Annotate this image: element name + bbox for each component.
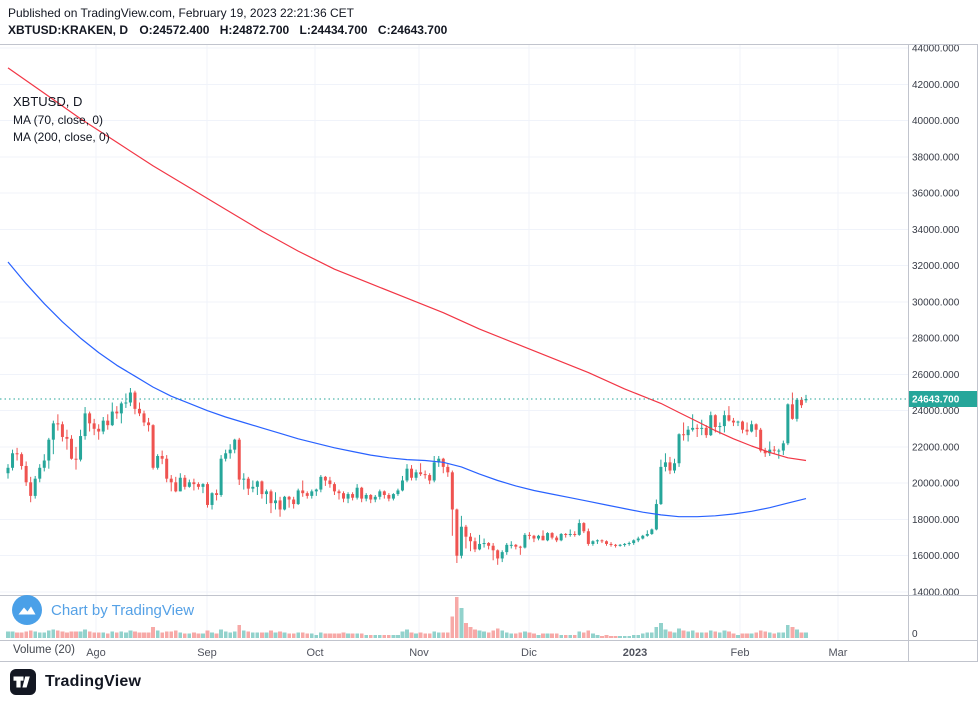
svg-text:40000.000: 40000.000: [912, 116, 960, 127]
svg-text:Oct: Oct: [306, 647, 323, 659]
svg-text:36000.000: 36000.000: [912, 189, 960, 200]
svg-text:Dic: Dic: [521, 647, 537, 659]
ohlc-high: H:24872.700: [219, 23, 290, 37]
brand-name[interactable]: TradingView: [45, 673, 142, 690]
svg-text:0: 0: [912, 629, 918, 640]
pane-borders: [0, 44, 978, 662]
time-axis[interactable]: Ago Sep Oct Nov Dic 2023 Feb Mar: [86, 647, 848, 659]
svg-text:32000.000: 32000.000: [912, 261, 960, 272]
svg-text:20000.000: 20000.000: [912, 479, 960, 490]
chart-area: 24643.700 44000.000 42000.000 40000.000 380…: [0, 44, 978, 662]
publish-timestamp: Published on TradingView.com, February 1…: [8, 6, 354, 20]
moving-average-lines: [7, 67, 807, 518]
legend-symbol-title[interactable]: XBTUSD, D: [13, 94, 83, 109]
svg-text:18000.000: 18000.000: [912, 515, 960, 526]
svg-text:38000.000: 38000.000: [912, 152, 960, 163]
last-price-line: 24643.700: [0, 391, 978, 407]
svg-text:26000.000: 26000.000: [912, 370, 960, 381]
svg-text:24643.700: 24643.700: [912, 395, 960, 406]
svg-text:Nov: Nov: [409, 647, 429, 659]
svg-text:Sep: Sep: [197, 647, 217, 659]
svg-text:2023: 2023: [623, 647, 647, 659]
svg-text:44000.000: 44000.000: [912, 44, 960, 55]
chart-canvas[interactable]: 24643.700 44000.000 42000.000 40000.000 380…: [0, 44, 978, 662]
legend-ma-200[interactable]: MA (200, close, 0): [13, 130, 110, 144]
tradingview-watermark[interactable]: Chart by TradingView: [12, 595, 194, 625]
svg-text:Feb: Feb: [731, 647, 750, 659]
svg-text:16000.000: 16000.000: [912, 551, 960, 562]
vertical-gridlines: [95, 44, 839, 641]
svg-text:Ago: Ago: [86, 647, 106, 659]
volume-study-label[interactable]: Volume (20): [13, 644, 76, 656]
symbol-ohlc-line: XBTUSD:KRAKEN, D O:24572.400 H:24872.700…: [8, 23, 454, 37]
volume-bars: [6, 597, 808, 638]
svg-text:28000.000: 28000.000: [912, 334, 960, 345]
symbol-name: XBTUSD:KRAKEN, D: [8, 23, 128, 37]
tradingview-watermark-icon: [12, 595, 42, 625]
price-axis[interactable]: 44000.000 42000.000 40000.000 38000.000 3600…: [912, 44, 960, 641]
chart-legend: XBTUSD, D MA (70, close, 0) MA (200, clo…: [13, 94, 110, 146]
svg-text:22000.000: 22000.000: [912, 442, 960, 453]
horizontal-gridlines: [0, 47, 908, 593]
svg-text:30000.000: 30000.000: [912, 297, 960, 308]
svg-text:14000.000: 14000.000: [912, 588, 960, 599]
svg-text:Mar: Mar: [829, 647, 848, 659]
footer-bar: TradingView: [0, 662, 978, 702]
svg-text:34000.000: 34000.000: [912, 225, 960, 236]
svg-text:24000.000: 24000.000: [912, 406, 960, 417]
tradingview-logo-icon[interactable]: [10, 669, 36, 695]
ohlc-low: L:24434.700: [299, 23, 368, 37]
svg-text:42000.000: 42000.000: [912, 80, 960, 91]
watermark-text: Chart by TradingView: [51, 601, 195, 619]
candlesticks[interactable]: [6, 388, 808, 565]
ohlc-open: O:24572.400: [139, 23, 210, 37]
legend-ma-70[interactable]: MA (70, close, 0): [13, 113, 104, 127]
ohlc-close: C:24643.700: [377, 23, 448, 37]
